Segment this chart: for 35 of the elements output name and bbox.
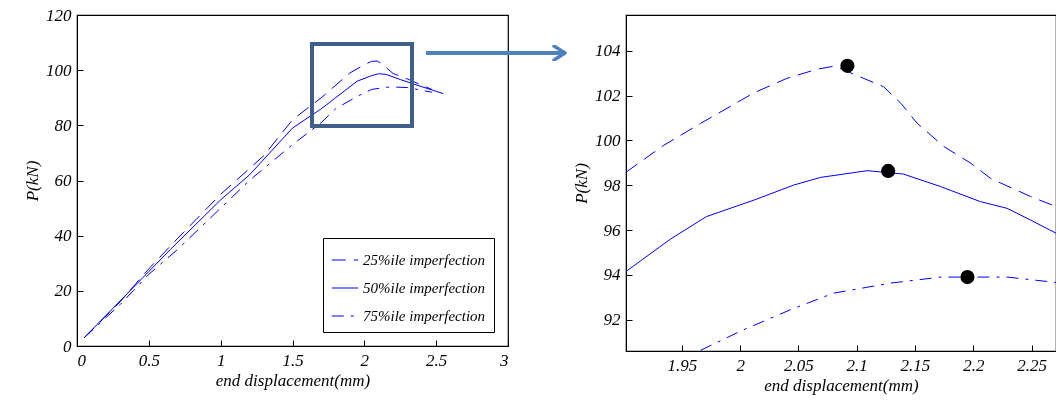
y-tick-label: 92 [603, 310, 621, 330]
y-tick-label: 102 [595, 86, 621, 106]
y-tick-label: 98 [603, 175, 621, 195]
y-axis-title: P(kN) [572, 162, 591, 205]
x-tick-label: 2.2 [963, 355, 985, 375]
x-tick-label: 2.25 [1017, 355, 1047, 375]
x-tick-label: 2 [360, 350, 370, 370]
x-tick-label: 2.1 [846, 355, 868, 375]
x-tick-label: 1.95 [667, 355, 698, 375]
y-tick-label: 94 [603, 265, 621, 285]
legend-label: 75%ile imperfection [363, 308, 486, 324]
y-tick-label: 120 [46, 5, 72, 25]
y-tick-label: 60 [54, 171, 72, 190]
y-tick-label: 100 [595, 130, 621, 150]
y-tick-label: 40 [54, 226, 72, 246]
y-tick-label: 20 [54, 281, 72, 301]
x-tick-label: 1.5 [282, 350, 304, 370]
y-axis-title: P(kN) [23, 160, 42, 203]
x-tick-label: 2 [736, 355, 746, 375]
legend-label: 50%ile imperfection [363, 280, 486, 296]
x-axis-title: end displacement(mm) [764, 375, 920, 395]
x-axis-title: end displacement(mm) [215, 370, 371, 390]
legend-label: 25%ile imperfection [363, 252, 486, 268]
x-tick-label: 2.15 [900, 355, 931, 375]
y-tick-label: 96 [603, 220, 621, 240]
y-tick-label: 0 [63, 336, 72, 356]
y-tick-label: 100 [46, 60, 72, 80]
x-tick-label: 0 [77, 350, 87, 370]
x-tick-label: 1 [216, 350, 226, 370]
x-tick-label: 2.05 [784, 355, 814, 375]
y-tick-label: 104 [595, 41, 621, 61]
x-tick-label: 3 [499, 350, 509, 370]
x-tick-label: 2.5 [426, 350, 448, 370]
y-tick-label: 80 [54, 115, 72, 135]
x-tick-label: 0.5 [138, 350, 160, 370]
